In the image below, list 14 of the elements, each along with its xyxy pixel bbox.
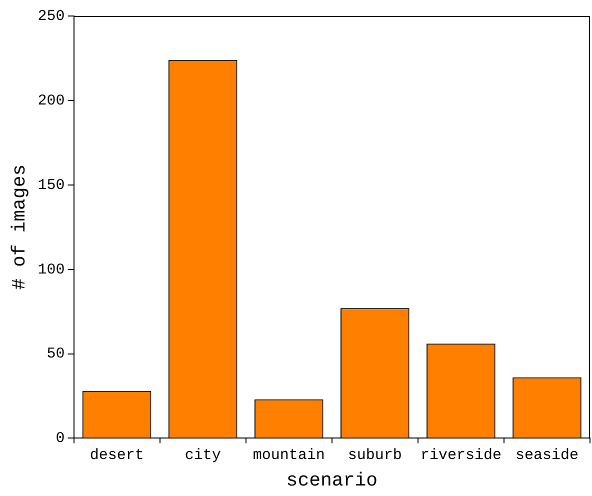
x-tick-label: mountain bbox=[252, 447, 325, 464]
y-axis-title: # of images bbox=[8, 164, 30, 290]
x-tick-label: seaside bbox=[515, 447, 578, 464]
x-tick-label: city bbox=[184, 447, 221, 464]
x-tick-label: riverside bbox=[420, 447, 502, 464]
y-tick-label: 200 bbox=[38, 92, 65, 110]
y-tick-label: 100 bbox=[38, 261, 65, 278]
y-tick-label: 50 bbox=[46, 346, 65, 363]
x-tick-label: suburb bbox=[348, 447, 402, 464]
x-tick-label: desert bbox=[90, 447, 144, 464]
y-tick-label: 150 bbox=[38, 176, 65, 194]
y-tick-label: 0 bbox=[56, 430, 65, 448]
y-tick-label: 250 bbox=[38, 8, 65, 25]
x-axis-title: scenario bbox=[286, 470, 378, 492]
